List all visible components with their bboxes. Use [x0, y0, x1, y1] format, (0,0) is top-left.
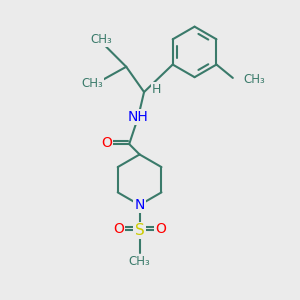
Text: N: N — [134, 198, 145, 212]
Text: O: O — [113, 222, 124, 236]
Text: S: S — [135, 223, 145, 238]
Text: H: H — [152, 82, 161, 96]
Text: CH₃: CH₃ — [81, 76, 103, 90]
Text: CH₃: CH₃ — [243, 73, 265, 86]
Text: CH₃: CH₃ — [129, 255, 151, 268]
Text: NH: NH — [128, 110, 148, 124]
Text: O: O — [101, 136, 112, 150]
Text: O: O — [155, 222, 166, 236]
Text: CH₃: CH₃ — [90, 33, 112, 46]
